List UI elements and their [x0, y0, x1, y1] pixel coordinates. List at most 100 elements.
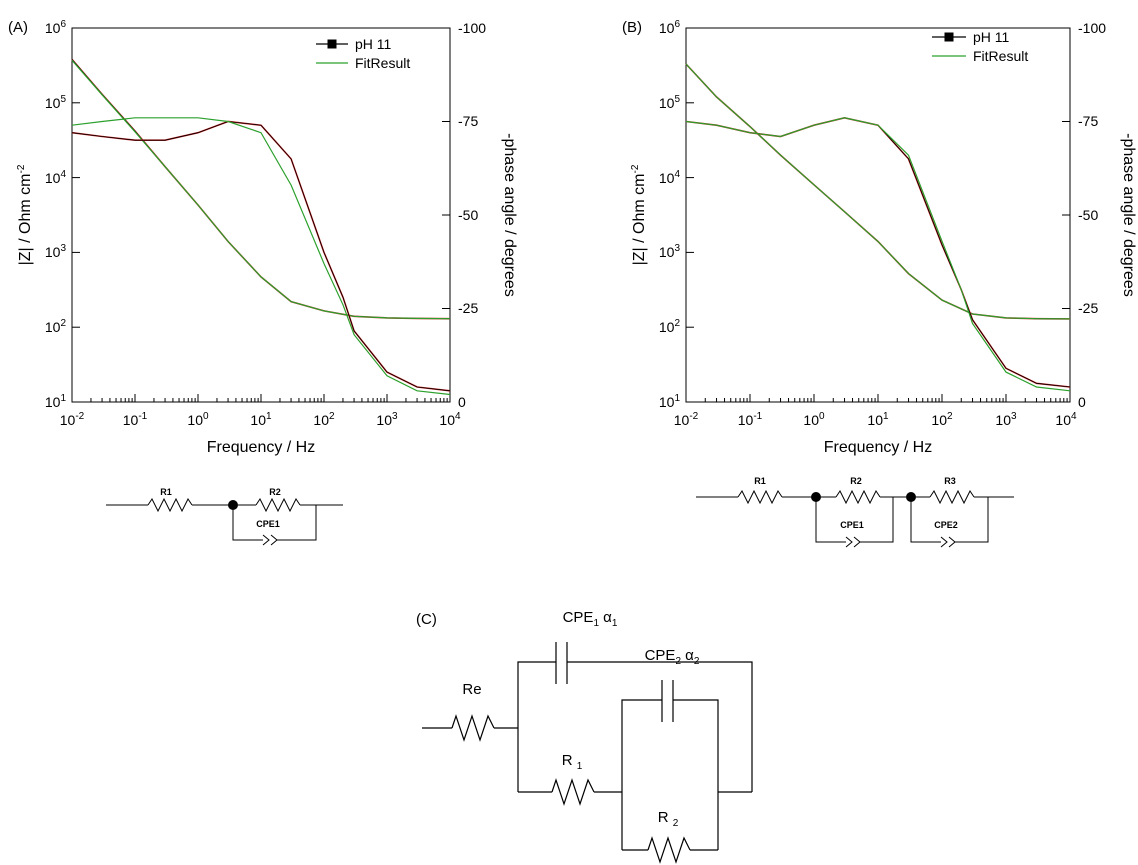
chart-panel-b: (B) 10-2 10-1 100 101 102 103 104 101 10…	[622, 19, 1137, 456]
y-right-tick-label-a-4: 0	[458, 394, 466, 410]
x-tick-label-b-3: 101	[867, 411, 889, 428]
x-tick-label-a-5: 103	[376, 411, 398, 428]
wire-b-cpe1-right	[860, 497, 894, 543]
y-left-tick-label-b-3: 104	[659, 169, 681, 186]
y-right-axis-label-b: -phase angle / degrees	[1120, 133, 1137, 297]
x-tick-label-a-1: 10-1	[123, 411, 148, 428]
circuit-c: (C) Re CPE1 α1 R 1 CPE2 α2 R 2	[416, 609, 753, 864]
wire-c-inner-left	[621, 699, 662, 850]
x-tick-label-b-5: 103	[995, 411, 1017, 428]
plot-frame-b	[685, 27, 1071, 403]
panel-label-c: (C)	[416, 611, 437, 628]
y-left-axis-label-a: |Z| / Ohm cm-2	[16, 164, 34, 265]
cpe-label-cpe1-a: CPE1	[256, 519, 280, 529]
cpe-symbol-b1-1	[845, 536, 853, 548]
impedance-data-line	[71, 59, 451, 320]
y-right-tick-label-b-0: -100	[1078, 20, 1106, 36]
y-left-tick-label-a-4: 105	[45, 94, 67, 111]
legend-label-fit-a: FitResult	[355, 55, 410, 71]
x-axis-label-a: Frequency / Hz	[207, 439, 315, 456]
impedance-data-line-underlay	[71, 58, 451, 320]
cpe-symbol-a-1	[262, 534, 270, 546]
y-right-tick-label-b-4: 0	[1078, 394, 1086, 410]
resistor-r2-c	[647, 836, 691, 864]
phase-fit-line	[71, 117, 451, 396]
x-tick-label-a-6: 104	[439, 411, 461, 428]
x-tick-label-b-1: 10-1	[738, 411, 763, 428]
circuit-b: R1 R2 CPE1 R3 CPE2	[696, 476, 1014, 548]
chart-panel-a: (A) 10-2 10-1 100 101 102 103 104 101 10…	[8, 19, 518, 456]
panel-label-b: (B)	[622, 19, 642, 36]
legend-marker-ph11-a	[327, 39, 337, 49]
legend-label-ph11-b: pH 11	[973, 29, 1010, 45]
y-left-tick-label-a-2: 103	[45, 243, 67, 260]
impedance-fit-line	[685, 63, 1071, 320]
y-right-tick-label-a-2: -50	[458, 207, 478, 223]
y-left-tick-label-b-2: 103	[659, 243, 681, 260]
phase-data-line-underlay	[685, 116, 1071, 388]
phase-data-line	[685, 117, 1071, 388]
y-right-tick-label-a-0: -100	[458, 20, 486, 36]
resistor-r1-b	[737, 489, 783, 505]
wire-b-cpe2-left	[910, 497, 941, 543]
x-tick-label-a-0: 10-2	[60, 411, 85, 428]
capacitor-label-cpe1: CPE1 α1	[563, 609, 618, 629]
cpe-symbol-b2-2	[948, 536, 956, 548]
y-left-tick-label-a-1: 102	[45, 318, 67, 335]
wire-c-top-left	[517, 661, 556, 792]
capacitor-label-cpe2: CPE2 α2	[645, 647, 700, 667]
x-tick-label-b-6: 104	[1055, 411, 1077, 428]
plot-frame-a	[71, 27, 451, 403]
y-left-tick-label-a-5: 106	[45, 19, 67, 36]
resistor-label-r3-b: R3	[944, 476, 956, 486]
impedance-data-line-underlay	[685, 63, 1071, 320]
y-left-tick-label-b-1: 102	[659, 318, 681, 335]
cpe-symbol-a-2	[270, 534, 278, 546]
resistor-label-r1-c: R 1	[562, 752, 583, 772]
y-right-tick-label-b-3: -25	[1078, 300, 1098, 316]
wire-b-cpe1-left	[815, 497, 846, 543]
series-group-a	[71, 58, 451, 396]
impedance-fit-line	[71, 59, 451, 320]
legend-label-ph11-a: pH 11	[355, 36, 392, 52]
resistor-label-r2-b: R2	[850, 476, 862, 486]
cpe-label-cpe1-b: CPE1	[840, 520, 864, 530]
x-tick-label-b-4: 102	[931, 411, 953, 428]
legend-label-fit-b: FitResult	[973, 48, 1028, 64]
series-group-b	[685, 63, 1071, 392]
legend-a: pH 11 FitResult	[316, 36, 410, 71]
x-tick-label-a-2: 100	[187, 411, 209, 428]
resistor-re	[451, 714, 495, 742]
wire-b-cpe2-right	[955, 497, 989, 543]
resistor-label-r2-a: R2	[269, 487, 281, 497]
x-tick-label-a-4: 102	[313, 411, 335, 428]
y-right-tick-label-b-2: -50	[1078, 207, 1098, 223]
wire-a-cpe-left	[232, 505, 263, 541]
resistor-r2-b	[835, 489, 881, 505]
resistor-r1-c	[551, 778, 595, 806]
cpe-label-cpe2-b: CPE2	[934, 520, 958, 530]
wire-c-inner-right	[673, 699, 719, 850]
y-left-tick-label-a-0: 101	[45, 393, 67, 410]
legend-b: pH 11 FitResult	[932, 29, 1028, 64]
impedance-data-line	[685, 63, 1071, 320]
y-right-axis-label-a: -phase angle / degrees	[501, 133, 518, 297]
resistor-label-r2-c: R 2	[658, 809, 679, 829]
phase-data-line-underlay	[71, 120, 451, 392]
x-tick-label-a-3: 101	[250, 411, 272, 428]
wire-a-cpe-right	[277, 505, 317, 541]
wire-c-top-right	[567, 661, 753, 792]
resistor-label-r1-b: R1	[754, 476, 766, 486]
circuit-a: R1 R2 CPE1	[106, 487, 343, 546]
x-tick-label-b-2: 100	[803, 411, 825, 428]
phase-fit-line	[685, 117, 1071, 392]
x-tick-label-b-0: 10-2	[674, 411, 699, 428]
resistor-r2-a	[255, 497, 301, 513]
axis-ticks-b	[685, 27, 1071, 403]
y-left-tick-label-b-0: 101	[659, 393, 681, 410]
y-left-axis-label-b: |Z| / Ohm cm-2	[630, 164, 648, 265]
phase-data-line	[71, 121, 451, 392]
x-axis-label-b: Frequency / Hz	[824, 439, 932, 456]
legend-marker-ph11-b	[944, 32, 954, 42]
